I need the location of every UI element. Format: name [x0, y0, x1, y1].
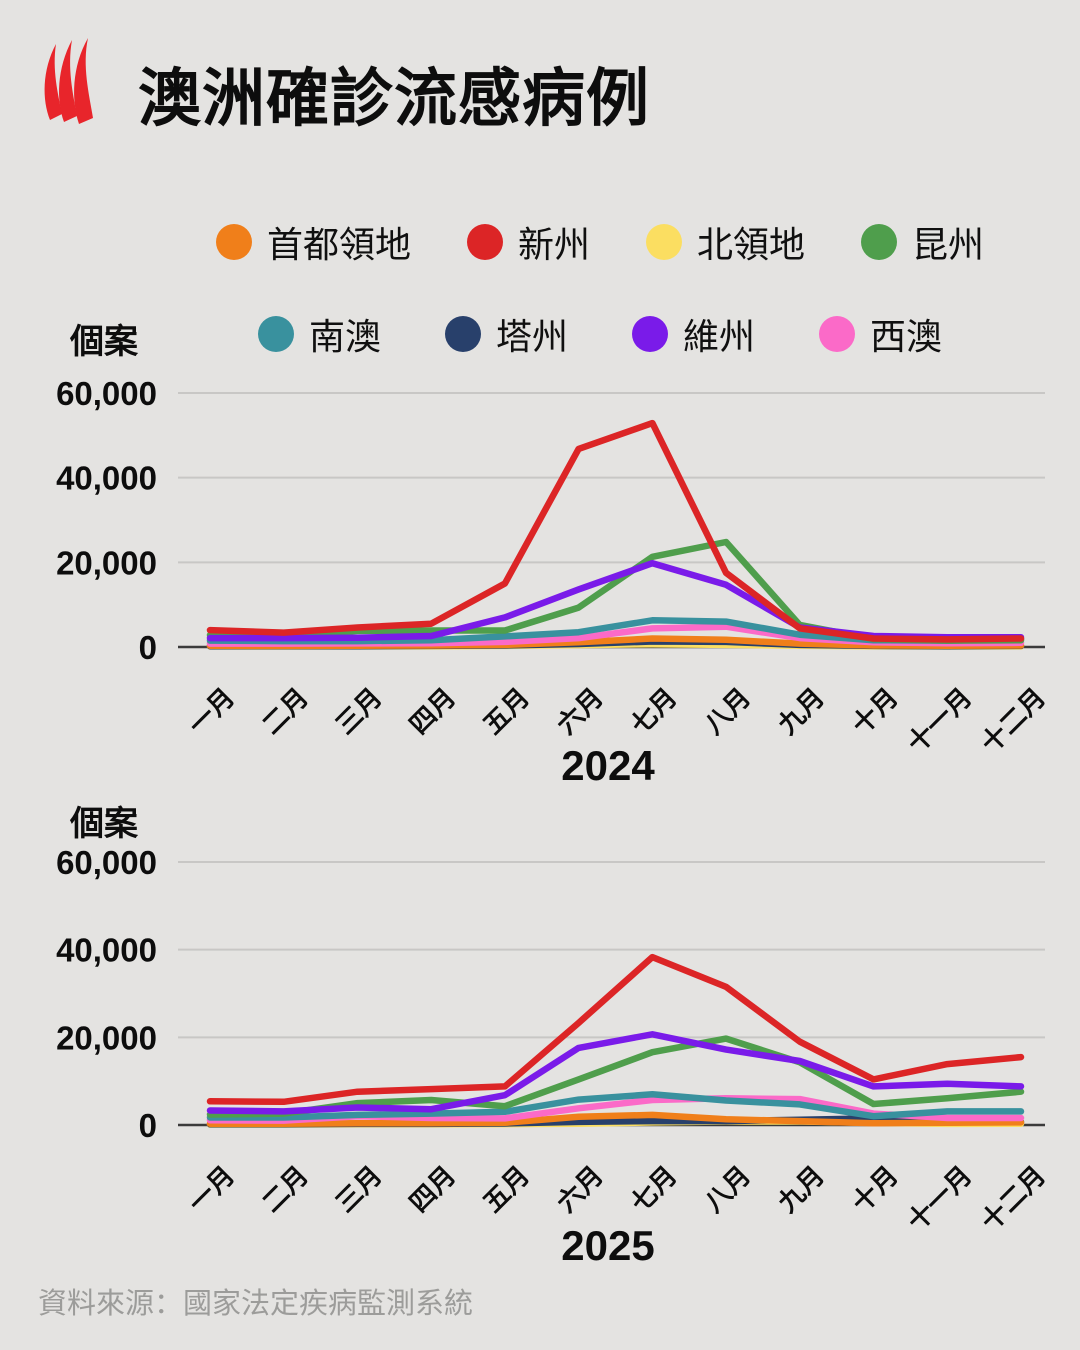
legend-label: 首都領地 — [266, 224, 411, 265]
legend-label: 南澳 — [308, 316, 381, 357]
sbs-logo — [44, 38, 93, 124]
chart-legend: 首都領地 新州 北領地 昆州 南澳 塔州 維州 西澳 — [120, 216, 1080, 360]
y-tick-2024-40000: 40,000 — [56, 460, 157, 497]
legend-dot-icon — [819, 316, 856, 352]
x-tick-2024-2: 二月 — [256, 682, 314, 740]
y-tick-2024-20000: 20,000 — [56, 544, 157, 581]
x-tick-2024-10: 十月 — [846, 682, 904, 740]
x-tick-2024-8: 八月 — [698, 682, 756, 740]
x-tick-2024-1: 一月 — [182, 682, 240, 740]
line-2025-維州 — [206, 1031, 1025, 1115]
legend-item-0-0: 首都領地 — [215, 216, 411, 268]
legend-item-1-1: 塔州 — [444, 308, 568, 360]
x-tick-2024-9: 九月 — [771, 682, 830, 741]
x-tick-2025-9: 九月 — [771, 1160, 830, 1219]
legend-label: 新州 — [517, 224, 590, 265]
y-axis-title-2024: 個案 — [70, 323, 138, 361]
y-tick-2025-60000: 60,000 — [56, 844, 157, 881]
legend-label: 昆州 — [912, 224, 985, 265]
legend-dot-icon — [861, 224, 898, 260]
y-tick-2025-40000: 40,000 — [56, 932, 157, 969]
x-tick-2025-3: 三月 — [330, 1160, 388, 1218]
legend-item-1-3: 西澳 — [819, 308, 942, 360]
legend-dot-icon — [646, 224, 682, 260]
legend-label: 塔州 — [495, 316, 568, 357]
legend-row-2: 南澳 塔州 維州 西澳 — [120, 308, 1080, 360]
line-2025-首都領地 — [206, 1111, 1025, 1127]
x-tick-2024-5: 五月 — [477, 682, 535, 740]
x-tick-2025-7: 七月 — [625, 1160, 683, 1218]
y-tick-2025-0: 0 — [139, 1107, 157, 1144]
line-2025-新州 — [206, 953, 1025, 1106]
line-2025-南澳 — [206, 1091, 1025, 1121]
legend-item-0-3: 昆州 — [861, 216, 984, 268]
line-2025-昆州 — [206, 1035, 1025, 1118]
legend-item-0-1: 新州 — [466, 216, 590, 268]
legend-dot-icon — [444, 316, 481, 352]
y-tick-2025-20000: 20,000 — [56, 1019, 157, 1056]
legend-item-0-2: 北領地 — [646, 216, 805, 268]
sbs-logo-flames — [44, 38, 93, 124]
line-2024-新州 — [206, 419, 1025, 643]
x-axis-year-2025: 2025 — [561, 1222, 655, 1269]
legend-item-1-2: 維州 — [632, 308, 755, 360]
legend-dot-icon — [466, 224, 503, 260]
source-credit: 資料來源：國家法定疾病監測系統 — [38, 1288, 474, 1320]
x-tick-2024-4: 四月 — [403, 682, 461, 740]
legend-label: 北領地 — [697, 224, 806, 265]
legend-dot-icon — [215, 224, 252, 260]
x-tick-2024-7: 七月 — [625, 682, 683, 740]
x-tick-2024-6: 六月 — [551, 682, 609, 740]
x-tick-2024-3: 三月 — [330, 682, 388, 740]
x-tick-2025-1: 一月 — [182, 1160, 240, 1218]
x-tick-2025-6: 六月 — [551, 1160, 609, 1218]
x-tick-2025-2: 二月 — [256, 1160, 314, 1218]
y-axis-title-2025: 個案 — [70, 805, 138, 843]
legend-item-1-0: 南澳 — [257, 308, 381, 360]
y-tick-2024-0: 0 — [139, 629, 157, 666]
x-axis-year-2024: 2024 — [561, 742, 655, 789]
legend-label: 維州 — [683, 316, 756, 357]
x-tick-2025-10: 十月 — [846, 1160, 904, 1218]
x-tick-2025-8: 八月 — [698, 1160, 756, 1218]
x-tick-2025-5: 五月 — [477, 1160, 535, 1218]
y-tick-2024-60000: 60,000 — [56, 375, 157, 412]
page-title: 澳洲確診流感病例 — [138, 64, 650, 134]
legend-dot-icon — [632, 316, 668, 352]
x-tick-2025-4: 四月 — [403, 1160, 461, 1218]
legend-label: 西澳 — [870, 316, 943, 357]
legend-row-1: 首都領地 新州 北領地 昆州 — [120, 216, 1080, 268]
legend-dot-icon — [257, 316, 294, 352]
